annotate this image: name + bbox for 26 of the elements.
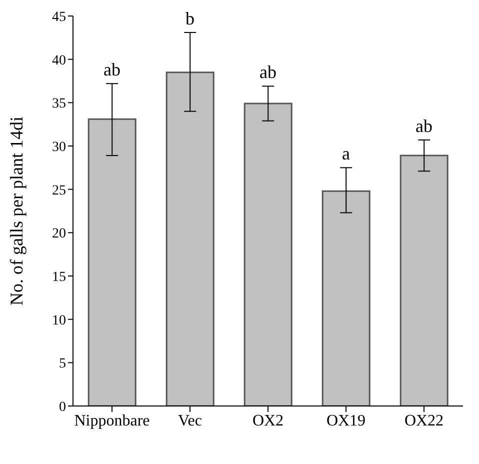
y-tick-label: 0 <box>59 400 66 415</box>
y-tick-label: 20 <box>52 226 66 242</box>
y-tick-label: 25 <box>52 183 66 198</box>
annotation: ab <box>104 60 120 80</box>
y-tick-label: 35 <box>52 96 66 112</box>
annotation: a <box>342 144 350 164</box>
y-tick-label: 30 <box>52 140 66 155</box>
y-axis-title: No. of galls per plant 14di <box>6 116 26 306</box>
x-tick-label: OX2 <box>252 412 284 430</box>
annotation: b <box>186 8 194 28</box>
x-tick-label: OX22 <box>404 412 444 430</box>
bar <box>244 102 292 406</box>
x-tick-label: OX19 <box>326 412 366 430</box>
annotation: ab <box>416 116 432 136</box>
bar <box>166 72 214 406</box>
annotation: ab <box>260 62 276 82</box>
x-tick-label: Vec <box>178 412 202 430</box>
y-tick-label: 5 <box>59 356 66 372</box>
x-tick-label: Nipponbare <box>74 412 150 430</box>
bar <box>322 190 370 406</box>
y-tick-label: 10 <box>52 313 66 328</box>
bar <box>88 118 136 406</box>
y-tick-label: 15 <box>52 270 66 285</box>
y-tick-label: 45 <box>52 10 66 25</box>
y-tick-label: 40 <box>52 53 66 68</box>
bar <box>400 154 448 406</box>
